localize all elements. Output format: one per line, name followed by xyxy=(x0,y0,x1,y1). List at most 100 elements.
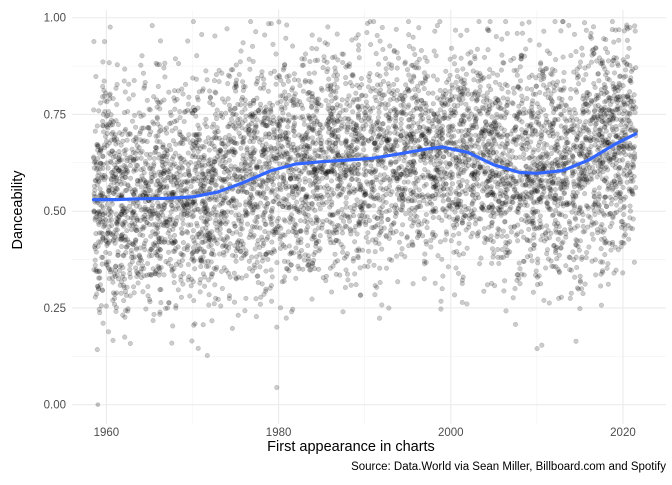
data-point xyxy=(444,69,449,74)
data-point xyxy=(393,210,398,215)
data-point xyxy=(209,260,214,265)
data-point xyxy=(263,132,268,137)
data-point xyxy=(329,240,334,245)
data-point xyxy=(204,140,209,145)
data-point xyxy=(586,64,591,69)
data-point xyxy=(103,211,108,216)
data-point xyxy=(549,151,554,156)
data-point xyxy=(555,80,560,85)
data-point xyxy=(388,192,393,197)
data-point xyxy=(580,179,585,184)
data-point xyxy=(541,108,546,113)
data-point xyxy=(139,167,144,172)
data-point xyxy=(356,162,361,167)
data-point xyxy=(387,85,392,90)
data-point xyxy=(423,161,428,166)
data-point xyxy=(531,290,536,295)
data-point xyxy=(442,116,447,121)
data-point xyxy=(518,65,523,70)
data-point xyxy=(365,21,370,26)
data-point xyxy=(541,83,546,88)
data-point xyxy=(599,229,604,234)
data-point xyxy=(353,224,358,229)
data-point xyxy=(344,225,349,230)
data-point xyxy=(244,114,249,119)
data-point xyxy=(549,178,554,183)
data-point xyxy=(629,80,634,85)
data-point xyxy=(114,228,119,233)
data-point xyxy=(408,78,413,83)
data-point xyxy=(293,92,298,97)
data-point xyxy=(266,89,271,94)
data-point xyxy=(311,190,316,195)
data-point xyxy=(452,142,457,147)
data-point xyxy=(405,67,410,72)
data-point xyxy=(584,119,589,124)
data-point xyxy=(590,232,595,237)
data-point xyxy=(227,158,232,163)
data-point xyxy=(287,193,292,198)
data-point xyxy=(434,159,439,164)
data-point xyxy=(378,230,383,235)
data-point xyxy=(226,125,231,130)
data-point xyxy=(479,256,484,261)
data-point xyxy=(93,216,98,221)
data-point xyxy=(260,138,265,143)
data-point xyxy=(469,235,474,240)
data-point xyxy=(291,103,296,108)
data-point xyxy=(563,117,568,122)
data-point xyxy=(461,252,466,257)
data-point xyxy=(411,121,416,126)
data-point xyxy=(497,261,502,266)
data-point xyxy=(149,180,154,185)
data-point xyxy=(382,172,387,177)
data-point xyxy=(226,246,231,251)
data-point xyxy=(139,63,144,68)
data-point xyxy=(530,73,535,78)
data-point xyxy=(511,56,516,61)
data-point xyxy=(208,95,213,100)
data-point xyxy=(618,199,623,204)
data-point xyxy=(314,186,319,191)
data-point xyxy=(544,251,549,256)
data-point xyxy=(472,78,477,83)
data-point xyxy=(217,136,222,141)
data-point xyxy=(590,259,595,264)
data-point xyxy=(442,110,447,115)
data-point xyxy=(513,286,518,291)
data-point xyxy=(568,96,573,101)
data-point xyxy=(441,274,446,279)
data-point xyxy=(562,70,567,75)
data-point xyxy=(266,21,271,26)
data-point xyxy=(187,132,192,137)
data-point xyxy=(352,272,357,277)
data-point xyxy=(287,74,292,79)
data-point xyxy=(310,33,315,38)
data-point xyxy=(564,104,569,109)
data-point xyxy=(605,70,610,75)
data-point xyxy=(586,206,591,211)
data-point xyxy=(150,120,155,125)
data-point xyxy=(633,29,638,34)
data-point xyxy=(227,293,232,298)
data-point xyxy=(571,250,576,255)
data-point xyxy=(107,188,112,193)
data-point xyxy=(281,82,286,87)
data-point xyxy=(548,123,553,128)
data-point xyxy=(260,178,265,183)
data-point xyxy=(301,211,306,216)
data-point xyxy=(222,266,227,271)
data-point xyxy=(189,109,194,114)
data-point xyxy=(564,235,569,240)
data-point xyxy=(474,106,479,111)
data-point xyxy=(563,149,568,154)
data-point xyxy=(553,187,558,192)
data-point xyxy=(570,115,575,120)
data-point xyxy=(434,54,439,59)
data-point xyxy=(266,257,271,262)
data-point xyxy=(270,240,275,245)
data-point xyxy=(384,234,389,239)
data-point xyxy=(207,292,212,297)
data-point xyxy=(581,224,586,229)
data-point xyxy=(177,130,182,135)
